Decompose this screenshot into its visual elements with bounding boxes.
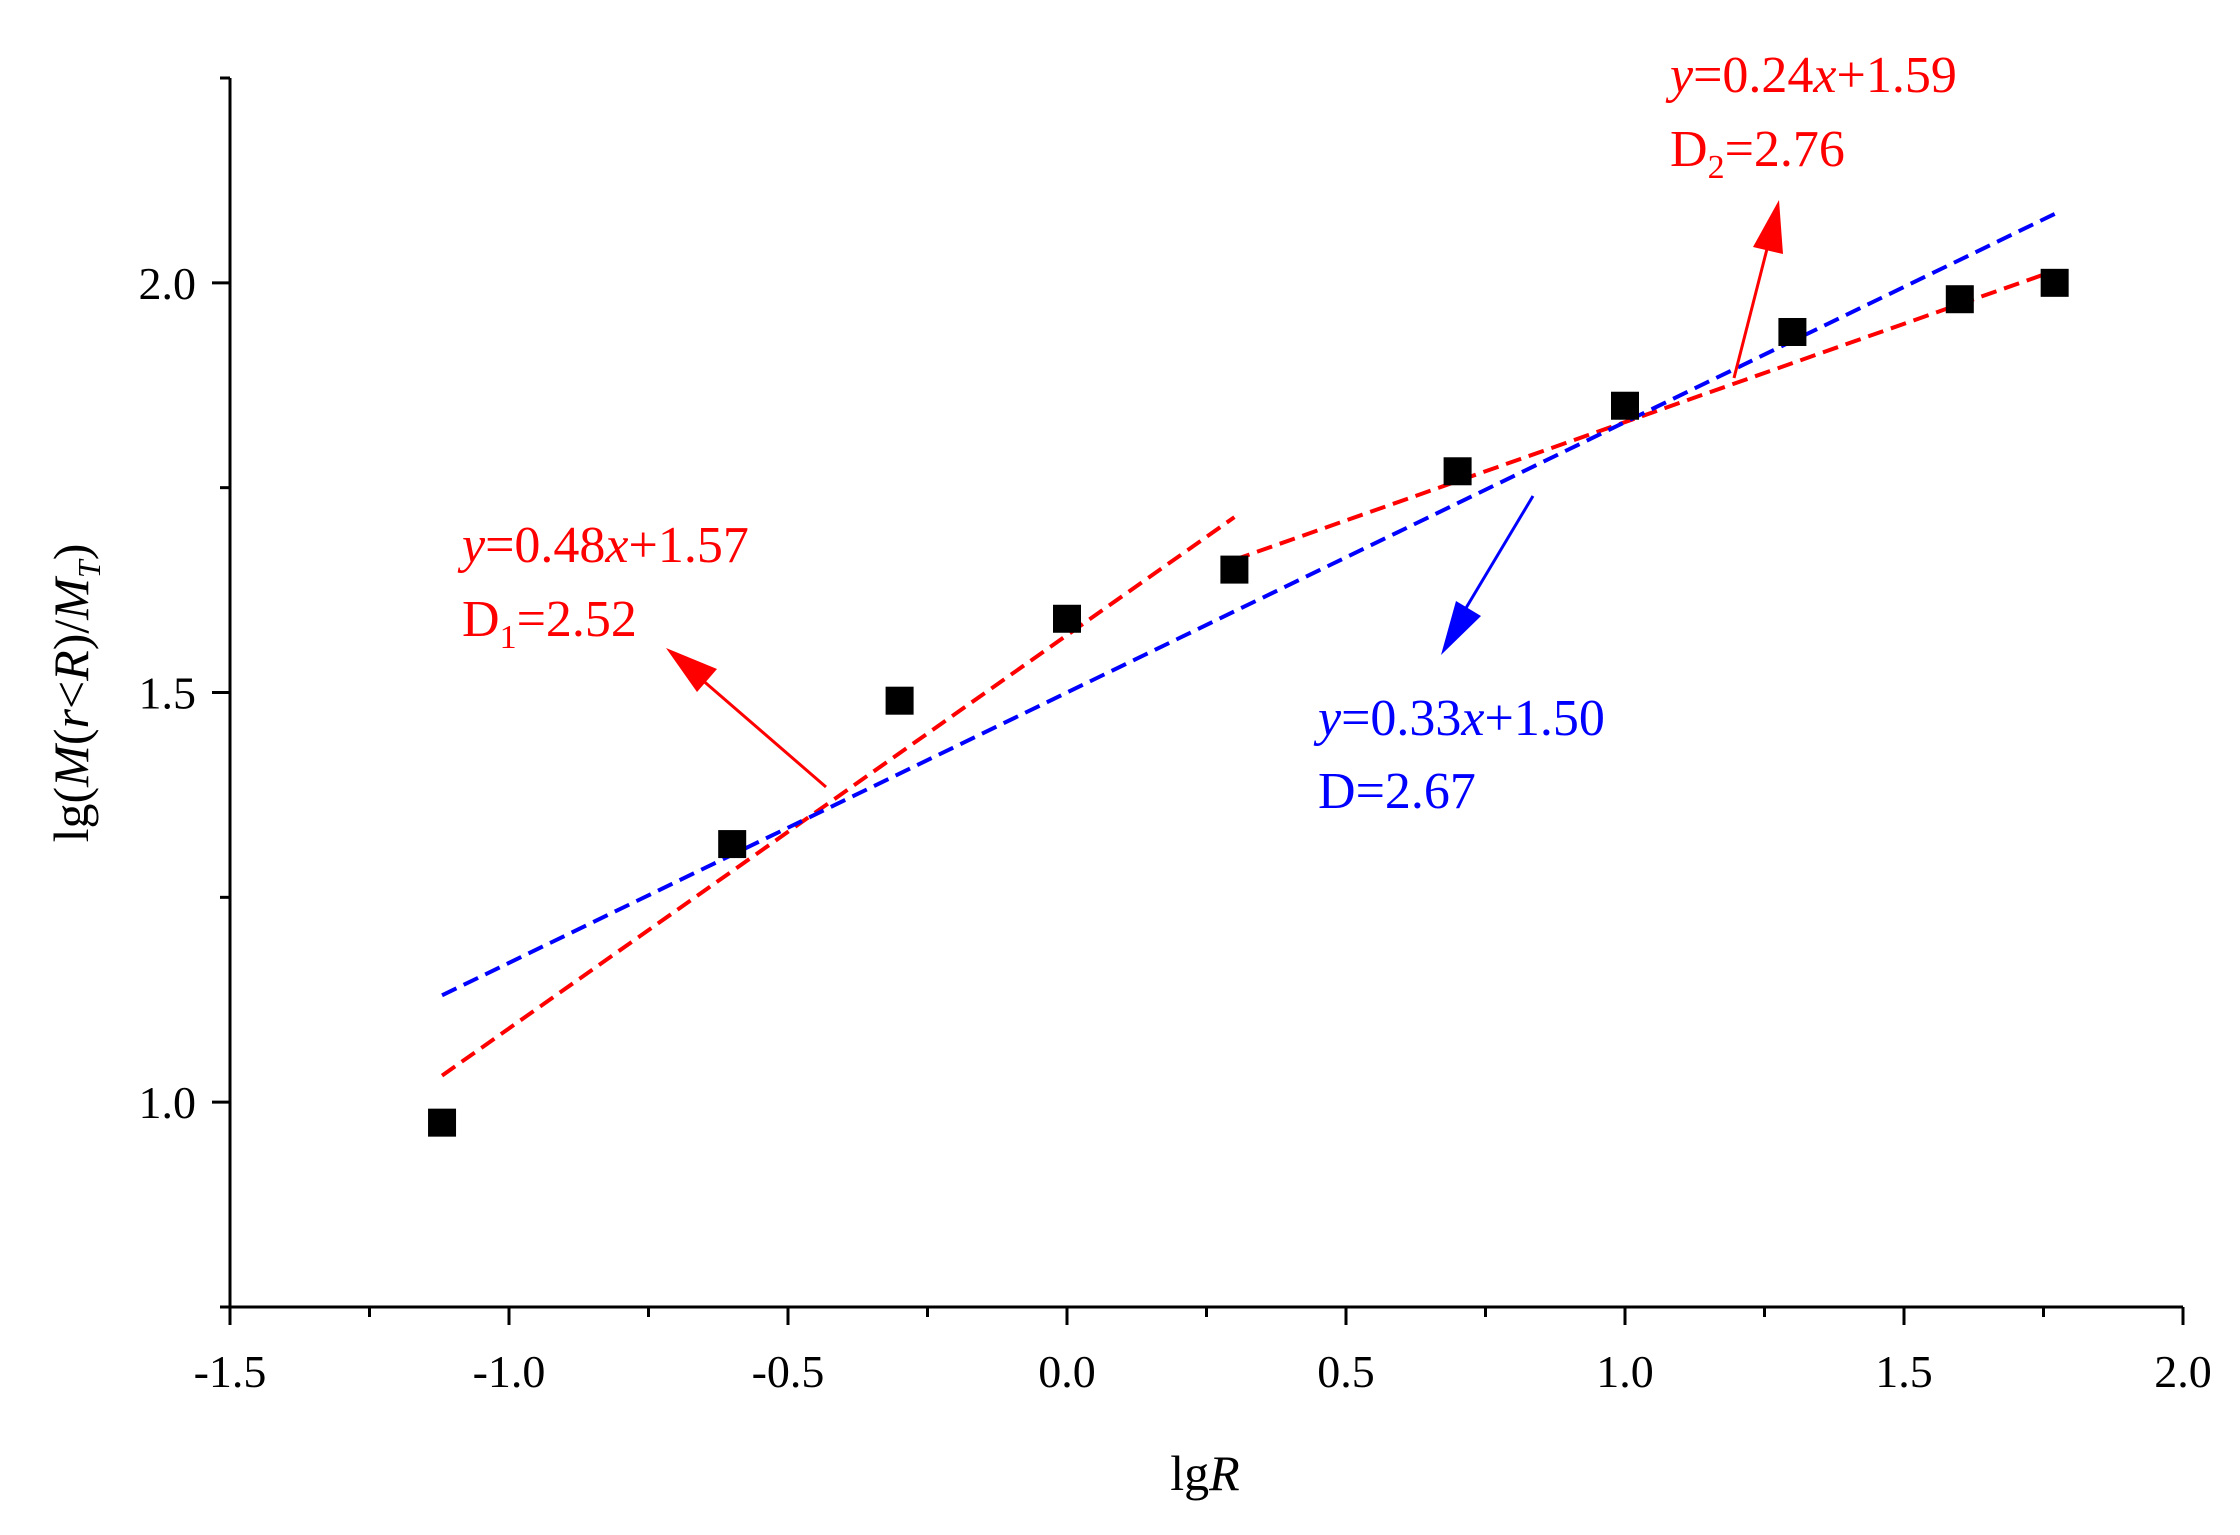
axis-ticks: -1.5 -1.0 -0.5 0.0 0.5 1.0 1.5 2.0 1.0 1.5 2.0 <box>139 76 2212 1397</box>
fit-line-fit-2 <box>1233 268 2056 562</box>
x-tick-label: -0.5 <box>752 1346 825 1397</box>
annotation-arrow-d1 <box>699 676 827 789</box>
x-tick-label: 0.0 <box>1038 1346 1096 1397</box>
annotation-d2-dimension: D2=2.76 <box>1670 121 1845 186</box>
y-title-paren-open: ( <box>43 729 99 746</box>
annotation-arrowhead-d <box>1441 601 1481 655</box>
x-tick-label: -1.5 <box>194 1346 267 1397</box>
y-tick-label: 2.0 <box>139 258 197 309</box>
data-point <box>2040 268 2069 297</box>
x-axis-title: lgR <box>1170 1445 1239 1501</box>
y-title-subscript-t: T <box>71 558 107 578</box>
x-tick-label: 1.5 <box>1875 1346 1933 1397</box>
annotation-d: y=0.33x+1.50 D=2.67 <box>1313 690 1605 820</box>
data-point <box>1443 457 1472 486</box>
annotation-d2: y=0.24x+1.59 D2=2.76 <box>1665 47 1957 186</box>
annotation-arrow-d2 <box>1732 244 1770 379</box>
data-points <box>428 268 2069 1137</box>
annotation-d2-equation: y=0.24x+1.59 <box>1665 47 1957 104</box>
y-title-prefix: lg( <box>43 787 99 843</box>
y-tick-label: 1.5 <box>139 668 197 719</box>
x-tick-label: 0.5 <box>1317 1346 1375 1397</box>
y-title-r: r <box>43 709 99 729</box>
data-point <box>718 830 747 859</box>
annotation-arrowhead-d2 <box>1753 200 1783 254</box>
annotation-d-equation: y=0.33x+1.50 <box>1313 690 1605 747</box>
annotation-arrowhead-d1 <box>666 648 717 692</box>
annotation-d1: y=0.48x+1.57 D1=2.52 <box>457 517 749 656</box>
x-tick-label: -1.0 <box>473 1346 546 1397</box>
x-tick-label: 2.0 <box>2154 1346 2212 1397</box>
data-point <box>1053 604 1081 633</box>
annotation-d-dimension: D=2.67 <box>1318 763 1476 820</box>
y-tick-label: 1.0 <box>139 1077 197 1128</box>
y-title-suffix: ) <box>43 544 99 561</box>
data-point <box>1945 285 1974 314</box>
data-point <box>1220 555 1249 584</box>
x-axis-title-var: R <box>1208 1445 1240 1501</box>
fit-line-fit-1 <box>440 515 1236 1078</box>
data-point <box>1778 317 1807 346</box>
annotation-d1-dimension: D1=2.52 <box>462 591 637 656</box>
y-title-mt: M <box>43 576 99 621</box>
y-title-r-upper: R <box>43 650 99 682</box>
data-point <box>885 686 914 715</box>
x-axis-title-prefix: lg <box>1170 1445 1209 1501</box>
data-point <box>1611 391 1639 420</box>
annotation-d1-equation: y=0.48x+1.57 <box>457 517 749 574</box>
y-axis-title: lg(M(r<R)/MT) <box>43 544 107 843</box>
y-title-lt: < <box>43 681 99 709</box>
data-point <box>428 1108 457 1137</box>
y-title-m: M <box>43 743 99 788</box>
y-title-paren-close: )/ <box>43 620 99 651</box>
x-tick-label: 1.0 <box>1596 1346 1654 1397</box>
annotation-arrow-d <box>1464 495 1535 609</box>
